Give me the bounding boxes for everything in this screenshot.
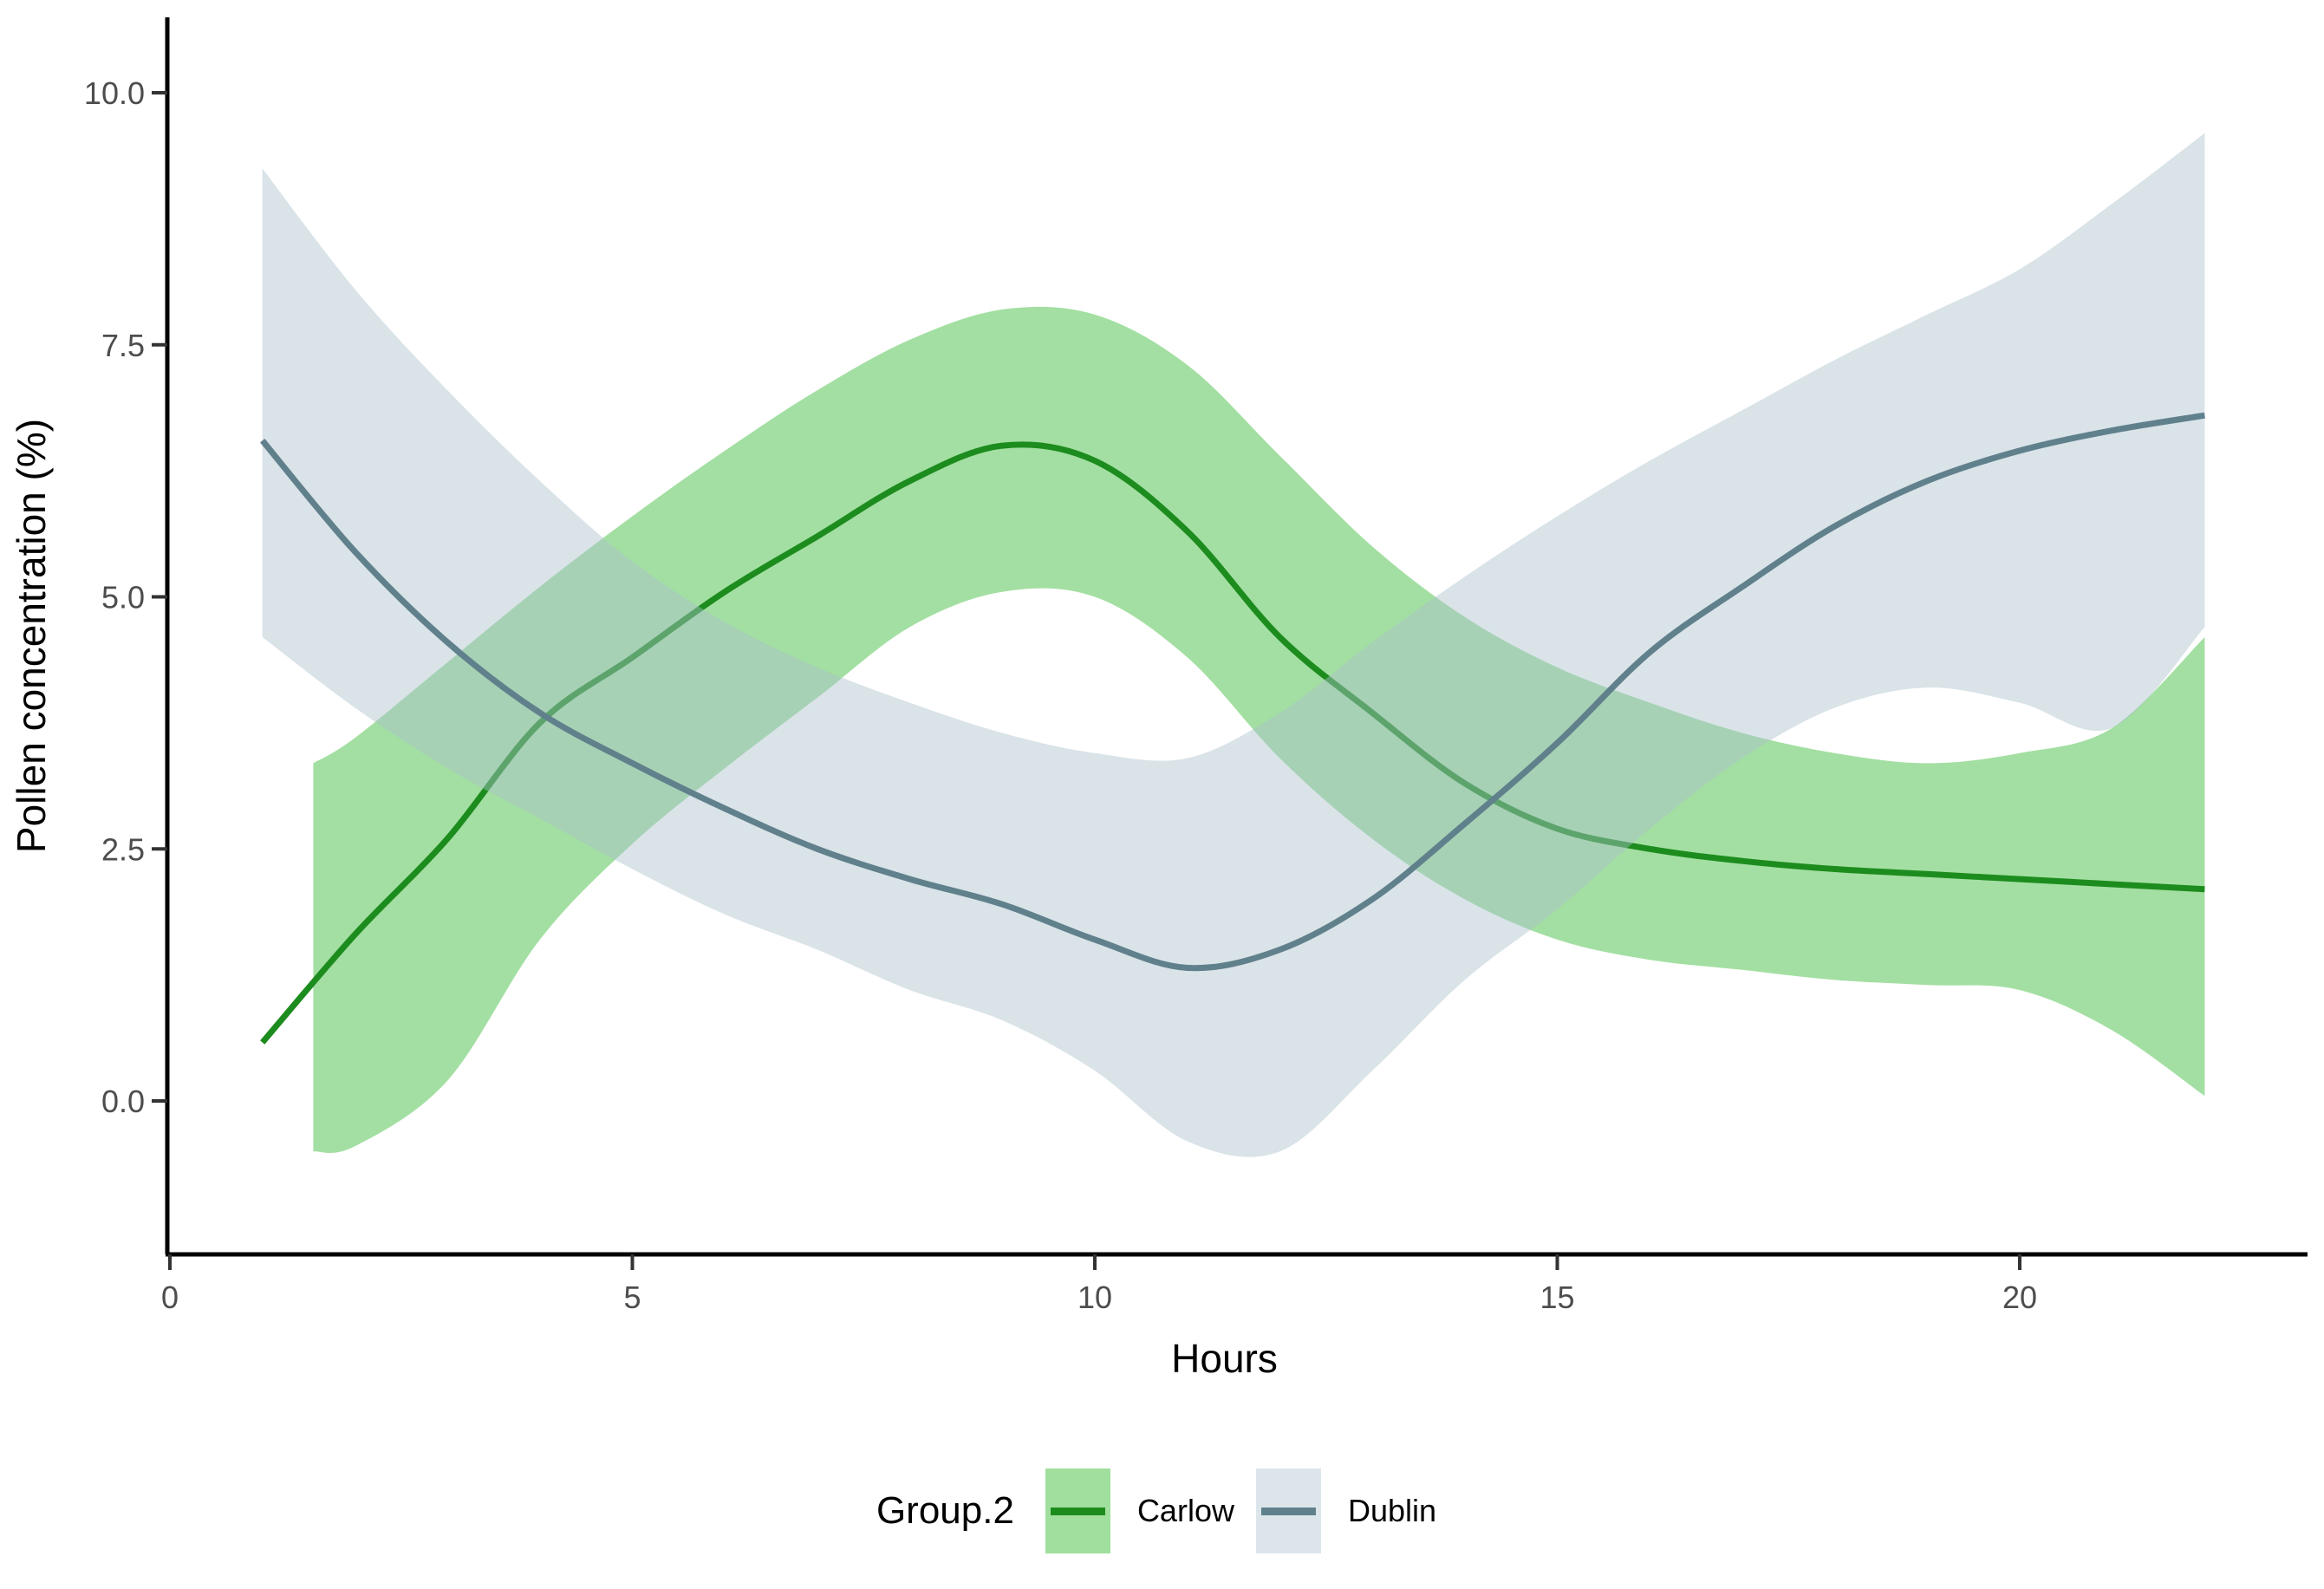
y-tick-label: 10.0 [84,75,145,111]
y-tick-label: 5.0 [101,580,145,615]
x-axis-title: Hours [1171,1336,1278,1381]
legend-key-dublin-swatch [1255,1469,1321,1553]
legend-item-carlow: Carlow [1045,1469,1246,1553]
legend-key-carlow-swatch [1045,1469,1110,1553]
x-tick-label: 15 [1540,1280,1574,1315]
legend-key-carlow-line-icon [1050,1508,1105,1515]
x-tick-label: 5 [623,1280,641,1315]
x-tick-label: 0 [161,1280,179,1315]
ci-ribbon-dublin [262,133,2205,1157]
y-axis-title: Pollen concentration (%) [9,419,54,853]
smooth-line-carlow [260,441,2205,1045]
legend-item-dublin: Dublin [1255,1469,1448,1553]
legend: Group.2 Carlow Dublin [0,1469,2324,1553]
x-tick-label: 10 [1077,1280,1112,1315]
ci-ribbon-carlow [313,306,2205,1154]
legend-label-dublin: Dublin [1347,1493,1437,1528]
legend-title: Group.2 [876,1489,1014,1532]
legend-key-dublin-line-icon [1260,1508,1316,1515]
x-tick-label: 20 [2002,1280,2037,1315]
y-tick-label: 2.5 [101,831,145,867]
y-tick-label: 0.0 [101,1084,145,1119]
y-tick-label: 7.5 [101,328,145,363]
legend-label-carlow: Carlow [1136,1493,1234,1528]
smooth-line-dublin [260,412,2205,972]
